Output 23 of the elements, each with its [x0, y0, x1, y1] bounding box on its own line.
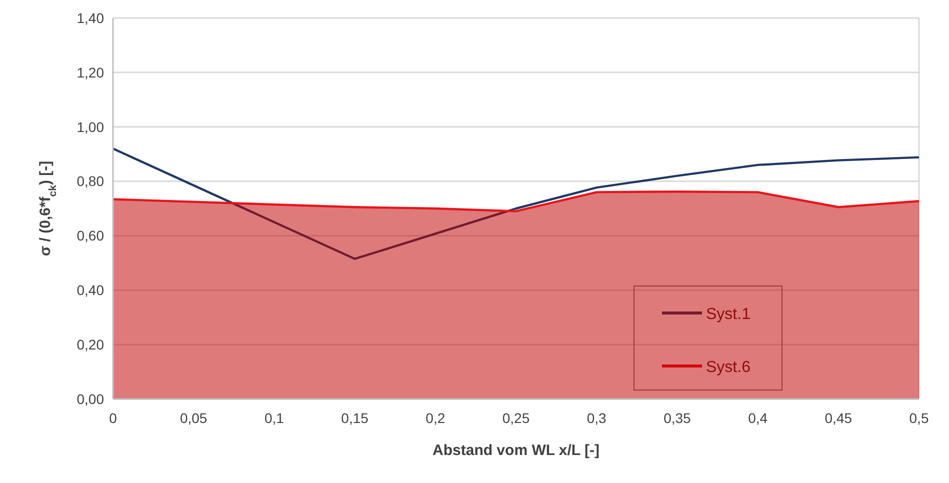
y-tick-label: 0,80 [76, 173, 104, 190]
y-tick-label: 0,60 [76, 228, 104, 244]
y-tick-label: 0,40 [76, 282, 104, 298]
line-series [112, 148, 920, 260]
x-tick-label: 0,2 [426, 410, 446, 426]
x-tick-label: 0,5 [909, 410, 929, 426]
legend-label: Syst.1 [706, 306, 751, 323]
legend-label: Syst.6 [706, 359, 751, 376]
x-axis-title: Abstand vom WL x/L [-] [432, 442, 600, 459]
x-tick-label: 0,15 [341, 410, 369, 426]
y-tick-label: 1,40 [76, 10, 104, 26]
x-tick-label: 0,3 [586, 410, 607, 426]
x-tick-label: 0,35 [664, 410, 692, 426]
y-tick-label: 0,20 [76, 336, 104, 352]
x-tick-label: 0,05 [180, 410, 208, 426]
x-tick-label: 0,45 [824, 410, 852, 426]
y-tick-label: 1,20 [76, 64, 104, 80]
y-tick-label: 1,00 [76, 118, 104, 135]
x-tick-label: 0 [109, 410, 118, 426]
x-tick-label: 0,1 [264, 410, 284, 426]
x-tick-label: 0,25 [502, 410, 530, 426]
y-tick-label: 0,00 [76, 390, 104, 407]
x-tick-label: 0,4 [748, 410, 768, 426]
